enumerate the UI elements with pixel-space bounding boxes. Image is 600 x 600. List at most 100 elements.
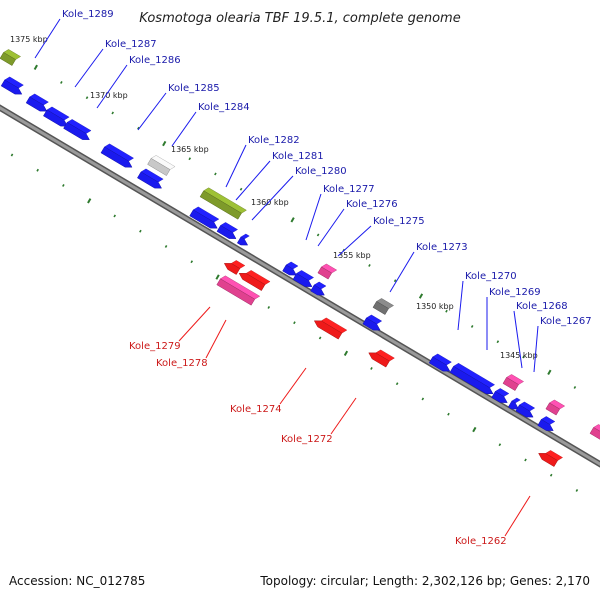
gene-label-forward[interactable]: Kole_1276 [317, 199, 398, 247]
minor-tick [113, 214, 116, 218]
gene-label-text: Kole_1269 [489, 287, 541, 298]
minor-tick [573, 386, 577, 389]
gene-reverse[interactable] [223, 260, 246, 275]
gene-label-forward[interactable]: Kole_1284 [171, 102, 250, 147]
feature-rna[interactable] [216, 275, 261, 306]
gene-callouts[interactable]: Kole_1289 Kole_1287 Kole_1286 Kole_1285 Kole… [34, 9, 592, 547]
gene-label-text: Kole_1277 [323, 184, 375, 195]
major-tick [215, 274, 220, 280]
minor-tick [470, 325, 474, 328]
gene-forward[interactable] [137, 168, 164, 189]
gene-forward[interactable] [449, 363, 496, 395]
gene-forward[interactable] [515, 401, 536, 418]
gene-label-forward[interactable]: Kole_1277 [305, 184, 375, 241]
gene-label-forward[interactable]: Kole_1285 [137, 83, 220, 131]
gene-forward[interactable] [0, 76, 24, 95]
gene-label-text: Kole_1272 [281, 434, 333, 445]
minor-tick [188, 157, 192, 161]
gene-label-reverse[interactable]: Kole_1262 [455, 495, 531, 547]
feature-rna[interactable] [317, 263, 338, 280]
gene-reverse[interactable] [368, 349, 395, 368]
gene-label-forward[interactable]: Kole_1282 [225, 135, 300, 188]
gene-label-text: Kole_1274 [230, 404, 282, 415]
gene-forward[interactable] [100, 143, 135, 168]
feature-rna[interactable] [502, 374, 524, 391]
feature-rna[interactable] [589, 424, 600, 440]
gene-reverse[interactable] [313, 317, 348, 340]
minor-tick [36, 168, 39, 172]
feature-rna-gray[interactable] [372, 298, 394, 315]
minor-tick [137, 126, 140, 130]
gene-label-forward[interactable]: Kole_1281 [235, 151, 324, 201]
minor-tick [139, 229, 142, 233]
gene-label-text: Kole_1279 [129, 341, 181, 352]
minor-tick [293, 321, 296, 325]
gene-label-reverse[interactable]: Kole_1278 [156, 319, 227, 369]
scale-label: 1360 kbp [251, 198, 289, 207]
minor-tick [370, 367, 373, 370]
gene-label-text: Kole_1285 [168, 83, 220, 94]
gene-forward[interactable] [491, 388, 510, 403]
feature-olive[interactable] [0, 49, 21, 66]
major-tick [33, 64, 38, 71]
minor-tick [318, 336, 322, 340]
minor-tick [393, 279, 397, 283]
gene-label-forward[interactable]: Kole_1286 [96, 55, 181, 109]
feature-rna[interactable] [545, 399, 566, 416]
gene-label-text: Kole_1284 [198, 102, 250, 113]
feature-rna-gray[interactable] [147, 155, 176, 176]
gene-label-text: Kole_1270 [465, 271, 517, 282]
minor-tick [445, 309, 448, 313]
gene-forward[interactable] [43, 106, 70, 127]
gene-label-forward[interactable]: Kole_1270 [457, 271, 517, 331]
gene-forward[interactable] [310, 281, 327, 296]
gene-label-forward[interactable]: Kole_1287 [74, 39, 157, 88]
gene-forward[interactable] [282, 261, 299, 276]
gene-forward[interactable] [537, 416, 556, 431]
minor-tick [62, 184, 65, 187]
gene-forward[interactable] [292, 270, 314, 287]
gene-forward[interactable] [236, 233, 250, 246]
major-tick [290, 217, 295, 223]
gene-label-reverse[interactable]: Kole_1274 [230, 367, 307, 415]
gene-label-text: Kole_1280 [295, 166, 347, 177]
gene-label-forward[interactable]: Kole_1280 [251, 166, 347, 221]
gene-forward[interactable] [362, 314, 383, 331]
gene-label-forward[interactable]: Kole_1269 [486, 287, 541, 350]
gene-reverse[interactable] [238, 270, 271, 291]
minor-tick [447, 412, 450, 416]
gene-forward[interactable] [63, 119, 92, 140]
gene-forward[interactable] [189, 206, 220, 229]
gene-label-forward[interactable]: Kole_1267 [533, 316, 592, 373]
minor-tick [395, 382, 399, 386]
gene-label-reverse[interactable]: Kole_1279 [129, 306, 211, 352]
gene-label-text: Kole_1281 [272, 151, 324, 162]
gene-forward[interactable] [216, 222, 238, 239]
feature-olive[interactable] [199, 187, 247, 220]
gene-label-text: Kole_1289 [62, 9, 114, 20]
gene-forward[interactable] [25, 93, 49, 112]
gene-label-forward[interactable]: Kole_1275 [337, 216, 425, 257]
major-tick [418, 293, 424, 299]
minor-tick [60, 81, 63, 84]
scale-label: 1370 kbp [90, 91, 128, 100]
gene-label-reverse[interactable]: Kole_1272 [281, 397, 357, 445]
gene-label-text: Kole_1278 [156, 358, 208, 369]
gene-label-forward[interactable]: Kole_1268 [513, 301, 568, 369]
gene-label-text: Kole_1267 [540, 316, 592, 327]
gene-forward[interactable] [428, 353, 452, 372]
gene-label-text: Kole_1275 [373, 216, 425, 227]
gene-reverse[interactable] [538, 450, 563, 467]
topology-text: Topology: circular; Length: 2,302,126 bp… [260, 574, 590, 588]
feature-track[interactable] [0, 49, 600, 467]
minor-tick [316, 233, 320, 237]
minor-tick [239, 187, 243, 191]
genome-backbone [0, 104, 600, 468]
major-tick [547, 369, 552, 375]
gene-label-forward[interactable]: Kole_1273 [389, 242, 468, 293]
minor-tick [496, 340, 500, 344]
major-tick [343, 350, 349, 356]
gene-label-forward[interactable]: Kole_1289 [34, 9, 114, 59]
gene-forward[interactable] [507, 397, 521, 410]
